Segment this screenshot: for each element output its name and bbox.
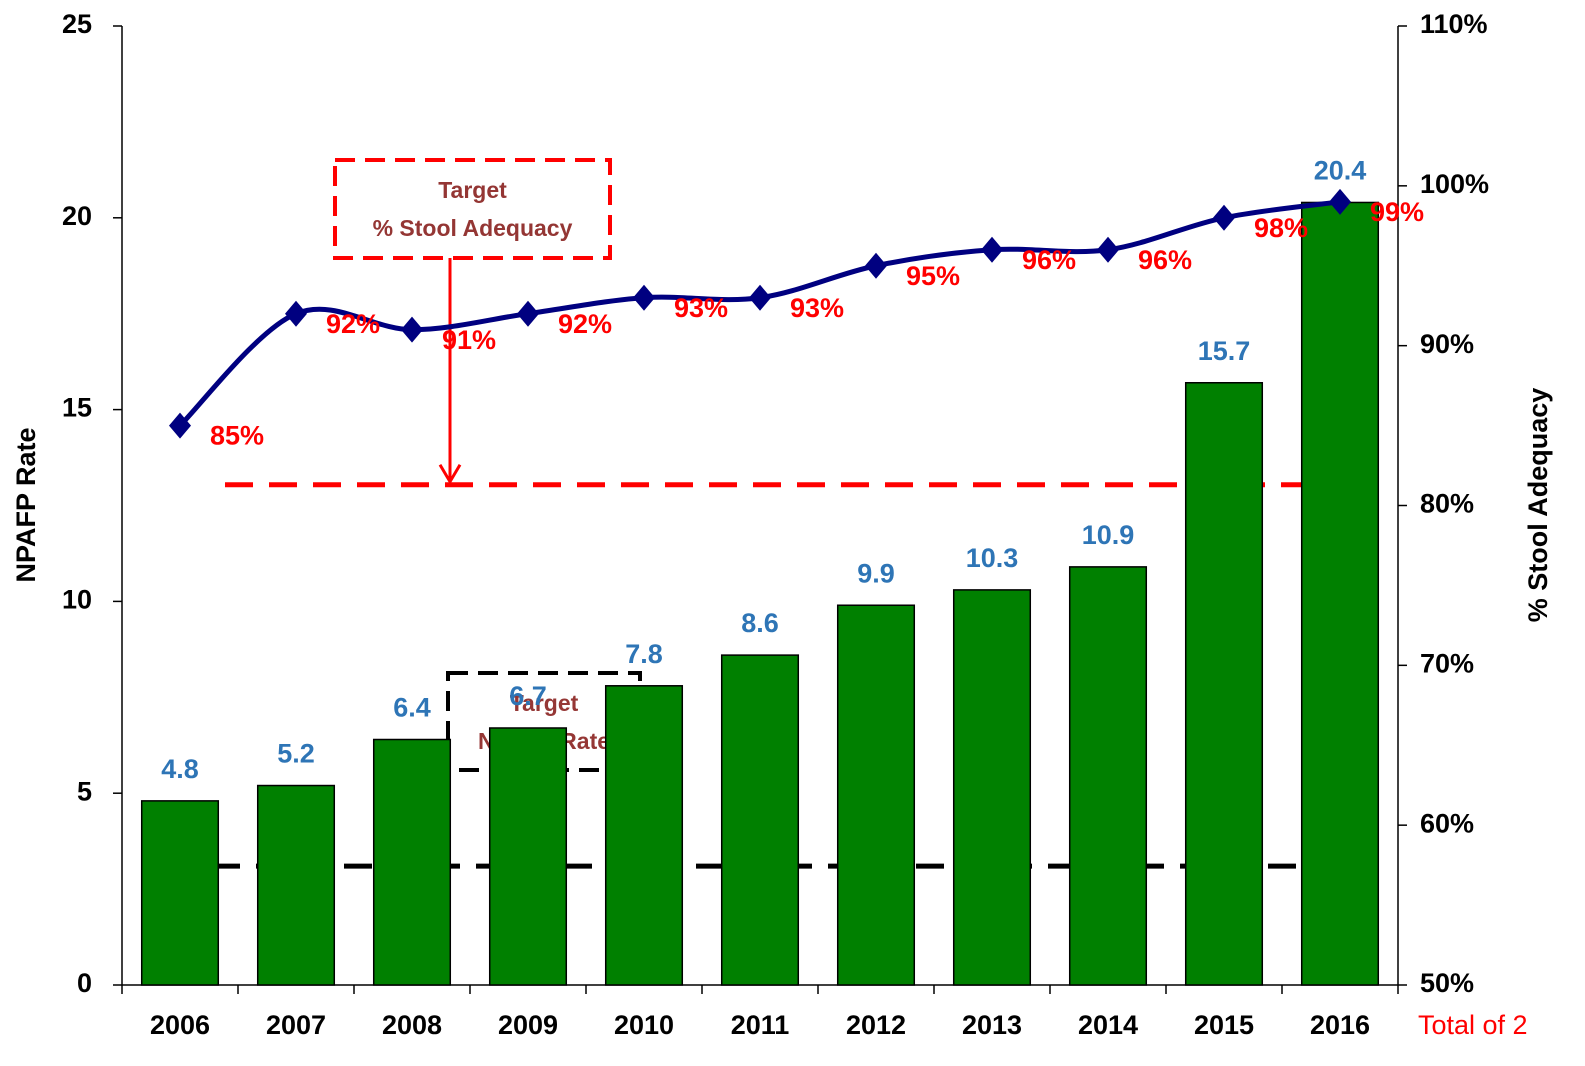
x-tick-label: 2007 — [266, 1010, 326, 1040]
line-value-label: 93% — [790, 293, 844, 323]
bar-value-label: 20.4 — [1314, 156, 1367, 186]
line-marker — [1097, 236, 1119, 263]
bar-value-label: 10.9 — [1082, 520, 1135, 550]
bar-value-label: 8.6 — [741, 608, 779, 638]
line-marker — [517, 300, 539, 327]
bar — [604, 685, 684, 986]
bar — [720, 654, 800, 986]
line-marker — [865, 252, 887, 279]
y2-tick-label: 80% — [1420, 489, 1474, 519]
bar-value-label: 5.2 — [277, 739, 315, 769]
x-tick-label: 2014 — [1078, 1010, 1138, 1040]
line-marker — [401, 316, 423, 343]
x-tick-label: 2011 — [731, 1010, 790, 1040]
x-tick-label: 2010 — [614, 1010, 674, 1040]
line-marker — [633, 284, 655, 311]
bar-value-label: 6.4 — [393, 693, 431, 723]
bar — [836, 604, 916, 986]
y2-tick-label: 50% — [1420, 968, 1474, 998]
bar — [372, 738, 452, 986]
x-tick-label: 2009 — [498, 1010, 558, 1040]
line-value-label: 95% — [906, 261, 960, 291]
line-value-label: 92% — [558, 309, 612, 339]
line-value-label: 85% — [210, 421, 264, 451]
y2-tick-label: 90% — [1420, 329, 1474, 359]
y-tick-label: 25 — [62, 9, 92, 39]
x-tick-label: 2012 — [846, 1010, 906, 1040]
bar — [952, 589, 1032, 986]
y-tick-label: 0 — [77, 968, 92, 998]
y-tick-label: 15 — [62, 393, 92, 423]
bar-value-label: 4.8 — [161, 754, 199, 784]
y-tick-label: 5 — [77, 776, 92, 806]
x-tick-label: 2015 — [1194, 1010, 1254, 1040]
annotation-arrowhead — [438, 463, 462, 485]
bar — [1068, 566, 1148, 986]
y2-tick-label: 70% — [1420, 648, 1474, 678]
line-value-label: 91% — [442, 325, 496, 355]
annotation-text: Target — [510, 690, 579, 716]
line-value-label: 99% — [1370, 197, 1424, 227]
y2-tick-label: 100% — [1420, 169, 1489, 199]
y-tick-label: 20 — [62, 201, 92, 231]
bar — [1300, 201, 1380, 986]
line-marker — [1213, 204, 1235, 231]
line-marker — [1329, 188, 1351, 215]
bar-value-label: 9.9 — [857, 558, 895, 588]
bar-value-label: 15.7 — [1198, 336, 1251, 366]
bar-value-label: 6.7 — [509, 681, 547, 711]
line-value-label: 96% — [1138, 245, 1192, 275]
bar-value-label: 7.8 — [625, 639, 663, 669]
x-tick-label: 2006 — [150, 1010, 210, 1040]
line-value-label: 93% — [674, 293, 728, 323]
line-marker — [169, 412, 191, 439]
line-value-label: 92% — [326, 309, 380, 339]
annotation-text: % Stool Adequacy — [373, 215, 573, 241]
annotation-box — [333, 158, 612, 260]
footnote: Total of 2 — [1418, 1010, 1528, 1040]
annotation-text: Target — [438, 177, 507, 203]
x-tick-label: 2013 — [962, 1010, 1022, 1040]
bar — [256, 784, 336, 986]
bar — [140, 800, 220, 986]
line-value-label: 98% — [1254, 213, 1308, 243]
bar — [488, 727, 568, 986]
line-marker — [749, 284, 771, 311]
y-tick-label: 10 — [62, 585, 92, 615]
line-marker — [285, 300, 307, 327]
y2-tick-label: 110% — [1420, 9, 1488, 39]
y2-tick-label: 60% — [1420, 808, 1474, 838]
bar-value-label: 10.3 — [966, 543, 1019, 573]
y2-axis-label: % Stool Adequacy — [1523, 388, 1553, 623]
y-axis-label: NPAFP Rate — [11, 427, 41, 582]
line-marker — [981, 236, 1003, 263]
line-value-label: 96% — [1022, 245, 1076, 275]
bar — [1184, 381, 1264, 986]
x-tick-label: 2008 — [382, 1010, 442, 1040]
x-tick-label: 2016 — [1310, 1010, 1370, 1040]
